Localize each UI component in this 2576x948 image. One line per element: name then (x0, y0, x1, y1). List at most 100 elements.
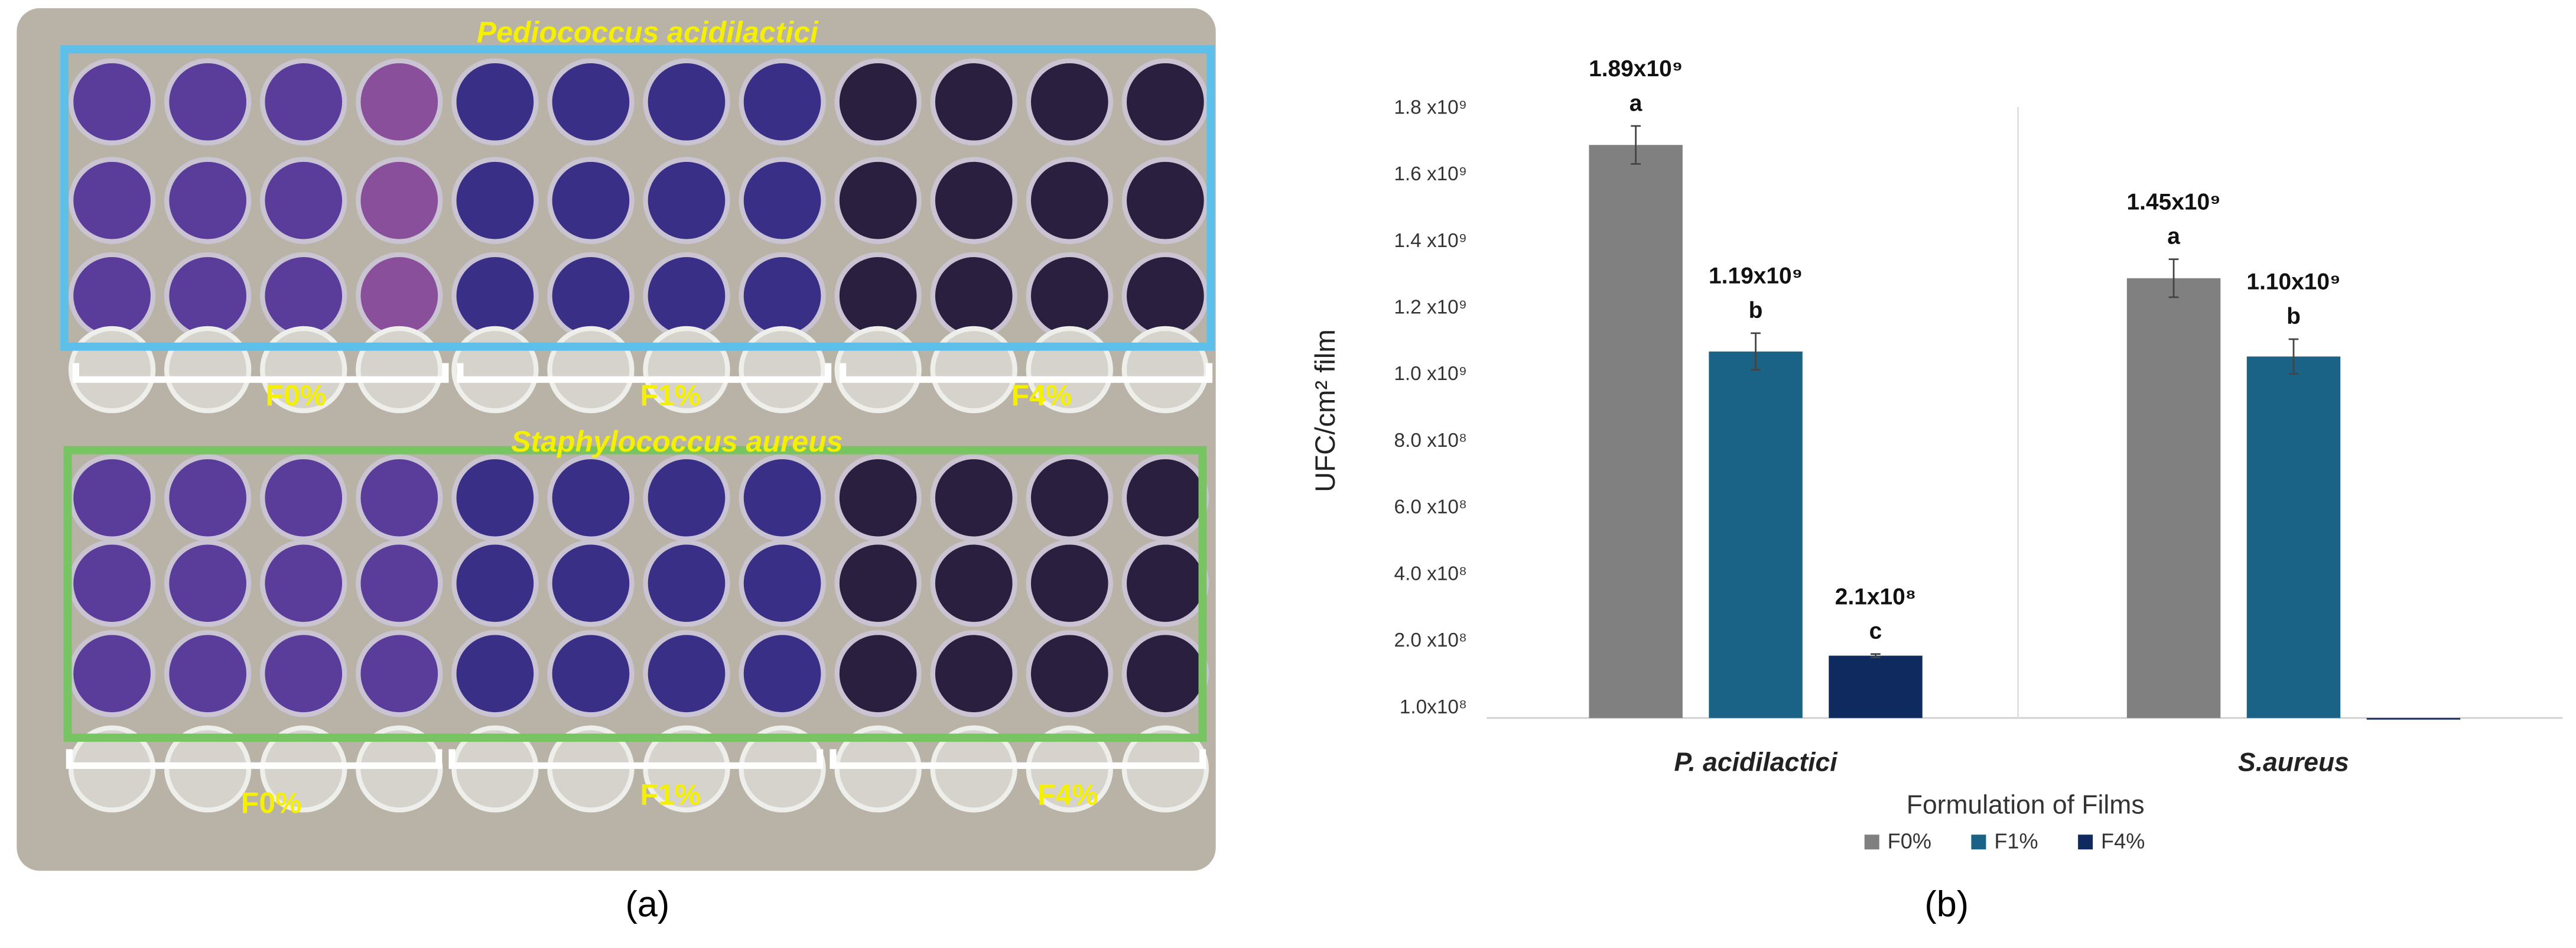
well (1026, 157, 1113, 244)
well (260, 252, 347, 340)
well (451, 454, 539, 541)
well (1121, 252, 1209, 340)
significance-letter: c (1869, 619, 1882, 644)
group-label: F4% (1011, 379, 1072, 412)
y-tick-label: 1.8 x10⁹ (1394, 96, 1467, 118)
highlight-box (60, 45, 1215, 351)
x-tick-label: P. acidilactici (1674, 748, 1839, 777)
legend-swatch (2078, 835, 2093, 850)
bar (2126, 278, 2221, 718)
chart: 1.0x10⁸ 2.0 x10⁸ 4.0 x10⁸ 6.0 x10⁸ 8.0 x10⁸ 1… (1310, 56, 2563, 924)
group-label: F4% (1037, 778, 1098, 811)
well (834, 630, 922, 718)
bracket (830, 749, 1206, 769)
well (643, 454, 730, 541)
well (1121, 326, 1209, 414)
bar (1829, 655, 1923, 718)
well (643, 58, 730, 146)
bar (2246, 356, 2341, 718)
well (164, 252, 252, 340)
well (643, 540, 730, 627)
group-label: F0% (241, 786, 302, 819)
well (834, 58, 922, 146)
well (547, 540, 635, 627)
well (260, 157, 347, 244)
significance-letter: a (1629, 90, 1642, 116)
well (356, 58, 443, 146)
well (930, 252, 1017, 340)
well (834, 326, 922, 414)
well (451, 630, 539, 718)
bar-annotation: 1.45x10⁹ (2127, 189, 2221, 215)
significance-letter: a (2167, 224, 2180, 249)
group-label: F1% (640, 379, 701, 412)
bracket (66, 749, 443, 769)
bar-annotation: 1.19x10⁹ (1709, 264, 1803, 289)
well (930, 326, 1017, 414)
well (547, 157, 635, 244)
well (739, 326, 826, 414)
plate-photo: Pediococcus acidilactici Staphylococcus a… (17, 8, 1216, 924)
bar-annotation: 2.1x10⁸ (1835, 584, 1916, 609)
legend-label: F0% (1888, 829, 1931, 853)
highlight-box (63, 446, 1207, 742)
significance-letter: b (1749, 298, 1763, 323)
well (547, 630, 635, 718)
legend-title: Formulation of Films (1907, 791, 2145, 820)
well (356, 630, 443, 718)
well (68, 252, 156, 340)
well (547, 454, 635, 541)
bar-annotation: 1.10x10⁹ (2246, 270, 2340, 295)
plate-title: Staphylococcus aureus (511, 425, 843, 458)
well (260, 540, 347, 627)
well (1026, 540, 1113, 627)
well (834, 454, 922, 541)
y-axis-title: UFC/cm² film (1310, 329, 1341, 492)
well (451, 540, 539, 627)
well (930, 540, 1017, 627)
well (164, 630, 252, 718)
well (68, 540, 156, 627)
plate-title: Pediococcus acidilactici (477, 16, 819, 49)
well (164, 326, 252, 414)
well (68, 58, 156, 146)
well (1121, 454, 1209, 541)
group-label: F0% (266, 379, 327, 412)
well (1026, 630, 1113, 718)
well (451, 326, 539, 414)
well (739, 630, 826, 718)
well (164, 540, 252, 627)
y-tick-label: 4.0 x10⁸ (1394, 563, 1467, 585)
well (1121, 58, 1209, 146)
bracket (448, 749, 824, 769)
well (260, 58, 347, 146)
legend-label: F1% (1994, 829, 2038, 853)
y-tick-label: 1.0 x10⁹ (1394, 363, 1467, 385)
well (834, 157, 922, 244)
well (1026, 58, 1113, 146)
y-tick-label: 1.4 x10⁹ (1394, 230, 1467, 252)
well (834, 540, 922, 627)
bracket (72, 363, 449, 383)
y-tick-label: 1.0x10⁸ (1400, 696, 1467, 718)
bar (2366, 718, 2461, 720)
well (356, 252, 443, 340)
well (164, 157, 252, 244)
well (739, 252, 826, 340)
well (547, 252, 635, 340)
y-tick-label: 8.0 x10⁸ (1394, 430, 1467, 452)
well (68, 157, 156, 244)
well (930, 630, 1017, 718)
well (643, 252, 730, 340)
well (930, 58, 1017, 146)
well (739, 58, 826, 146)
well (451, 157, 539, 244)
well (1121, 540, 1209, 627)
well (643, 630, 730, 718)
legend-label: F4% (2101, 829, 2145, 853)
group-label: F1% (640, 778, 701, 811)
y-tick-label: 2.0 x10⁸ (1394, 629, 1467, 651)
legend-swatch (1864, 835, 1879, 850)
well (260, 630, 347, 718)
